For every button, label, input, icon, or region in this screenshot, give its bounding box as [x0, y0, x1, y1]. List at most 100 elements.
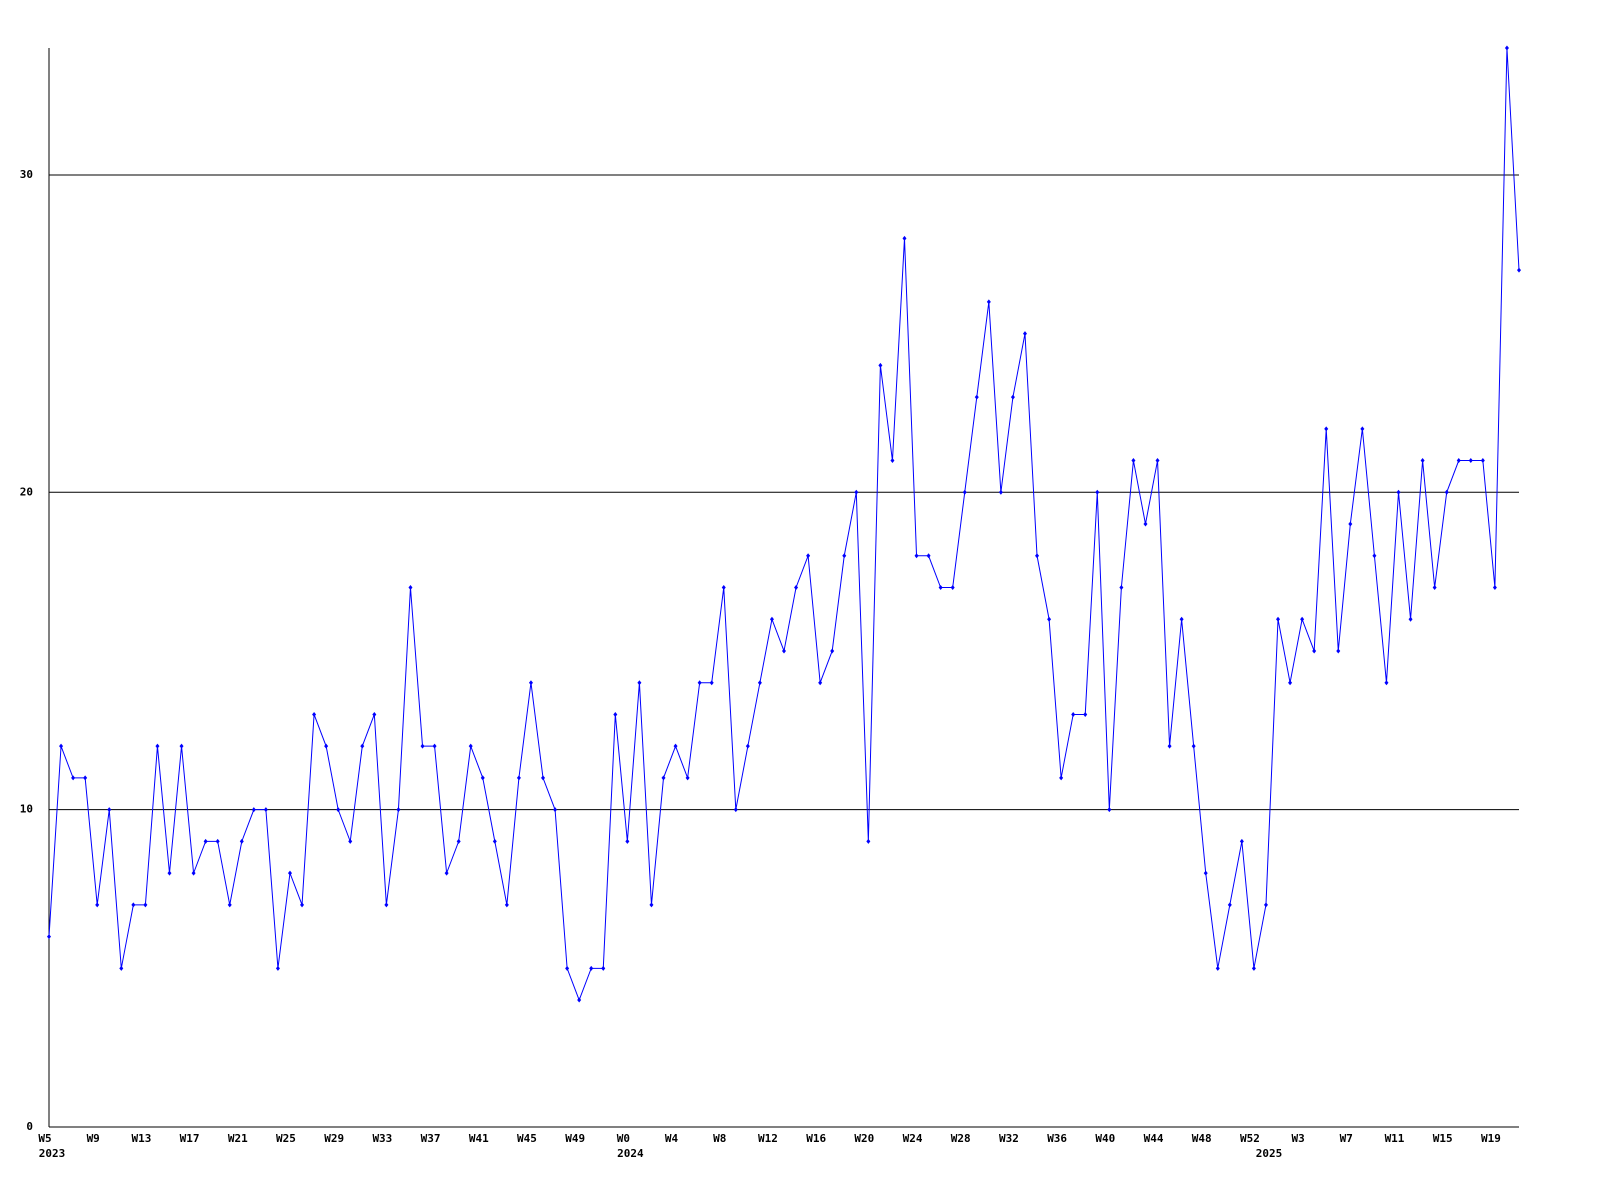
point [203, 838, 208, 844]
point [757, 680, 762, 686]
point [986, 299, 991, 305]
point [926, 553, 931, 559]
point [1360, 426, 1365, 432]
point [71, 775, 76, 781]
point [577, 997, 582, 1003]
point [275, 965, 280, 971]
point [1047, 616, 1052, 622]
x-tick-label: W25 [276, 1132, 296, 1145]
point [1119, 585, 1124, 590]
point [1312, 648, 1317, 654]
point [504, 902, 509, 908]
point [553, 807, 558, 813]
point [1396, 489, 1401, 495]
point [131, 902, 136, 908]
point [818, 680, 823, 686]
point [1239, 838, 1244, 844]
point [661, 775, 666, 781]
point [1348, 521, 1353, 527]
point [456, 838, 461, 844]
x-tick-label: W52 [1240, 1132, 1260, 1145]
point [1107, 807, 1112, 813]
point [251, 807, 256, 813]
x-tick-label: W13 [131, 1132, 151, 1145]
x-tick-label: W7 [1340, 1132, 1353, 1145]
point [1227, 902, 1232, 908]
point [1288, 680, 1293, 686]
point [1408, 616, 1413, 622]
x-year-label: 2025 [1256, 1147, 1283, 1160]
x-tick-label: W44 [1144, 1132, 1164, 1145]
x-tick-label: W20 [854, 1132, 874, 1145]
point [1155, 458, 1160, 464]
point [1095, 489, 1100, 495]
point [444, 870, 449, 876]
point [1444, 489, 1449, 495]
point [1517, 267, 1521, 273]
point [1191, 743, 1196, 749]
point [408, 585, 413, 590]
point [854, 489, 859, 495]
point [962, 489, 967, 495]
point [1456, 458, 1461, 464]
point [83, 775, 88, 781]
point [625, 838, 630, 844]
x-year-label: 2023 [39, 1147, 66, 1160]
point [1022, 331, 1027, 337]
point [119, 965, 124, 971]
x-tick-label: W45 [517, 1132, 537, 1145]
point [348, 838, 353, 844]
x-tick-label: W5 [38, 1132, 51, 1145]
point [1263, 902, 1268, 908]
point [589, 965, 594, 971]
point [998, 489, 1003, 495]
point [1167, 743, 1172, 749]
point [709, 680, 714, 686]
line [48, 47, 1520, 1002]
point [480, 775, 485, 781]
point [263, 807, 268, 813]
x-tick-label: W29 [324, 1132, 344, 1145]
point [914, 553, 919, 559]
point [1143, 521, 1148, 527]
point [420, 743, 425, 749]
x-tick-label: W21 [228, 1132, 248, 1145]
y-tick-label: 10 [20, 803, 33, 816]
point [312, 711, 317, 717]
x-tick-label: W0 [617, 1132, 630, 1145]
point [649, 902, 654, 908]
point [866, 838, 871, 844]
point [733, 807, 738, 813]
point [1420, 458, 1425, 464]
point [1372, 553, 1377, 559]
point [1384, 680, 1389, 686]
y-tick-label: 30 [20, 168, 33, 181]
x-tick-label: W19 [1481, 1132, 1501, 1145]
y-tick-label: 20 [20, 485, 33, 498]
point [565, 965, 570, 971]
point [1083, 711, 1088, 717]
point [794, 585, 799, 590]
point [938, 585, 943, 590]
point [685, 775, 690, 781]
point [1468, 458, 1473, 464]
point [215, 838, 220, 844]
point [432, 743, 437, 749]
point [1300, 616, 1305, 622]
point [769, 616, 774, 622]
point [878, 362, 883, 368]
point [950, 585, 955, 590]
point [1324, 426, 1329, 432]
point [239, 838, 244, 844]
point [890, 458, 895, 464]
point [697, 680, 702, 686]
point [372, 711, 377, 717]
point [1131, 458, 1136, 464]
point [336, 807, 341, 813]
x-tick-label: W40 [1095, 1132, 1115, 1145]
x-tick-label: W8 [713, 1132, 726, 1145]
point [384, 902, 389, 908]
x-tick-label: W12 [758, 1132, 778, 1145]
point [47, 934, 51, 940]
